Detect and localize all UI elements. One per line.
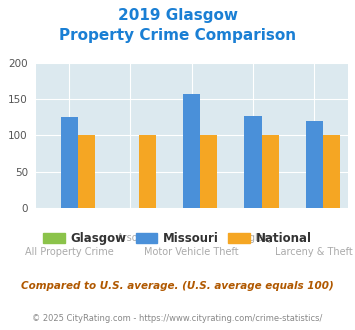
Text: All Property Crime: All Property Crime — [25, 247, 114, 257]
Text: © 2025 CityRating.com - https://www.cityrating.com/crime-statistics/: © 2025 CityRating.com - https://www.city… — [32, 314, 323, 323]
Bar — [306, 121, 323, 208]
Legend: Glasgow, Missouri, National: Glasgow, Missouri, National — [39, 227, 316, 250]
Bar — [200, 135, 217, 208]
Bar — [61, 117, 78, 208]
Text: Compared to U.S. average. (U.S. average equals 100): Compared to U.S. average. (U.S. average … — [21, 281, 334, 291]
Bar — [244, 116, 262, 208]
Bar — [139, 135, 156, 208]
Bar — [183, 94, 200, 208]
Text: Arson: Arson — [116, 233, 144, 243]
Text: Property Crime Comparison: Property Crime Comparison — [59, 28, 296, 43]
Text: 2019 Glasgow: 2019 Glasgow — [118, 8, 237, 23]
Bar — [262, 135, 279, 208]
Text: Larceny & Theft: Larceny & Theft — [275, 247, 353, 257]
Bar — [323, 135, 340, 208]
Text: Burglary: Burglary — [232, 233, 274, 243]
Text: Motor Vehicle Theft: Motor Vehicle Theft — [144, 247, 239, 257]
Bar — [78, 135, 95, 208]
